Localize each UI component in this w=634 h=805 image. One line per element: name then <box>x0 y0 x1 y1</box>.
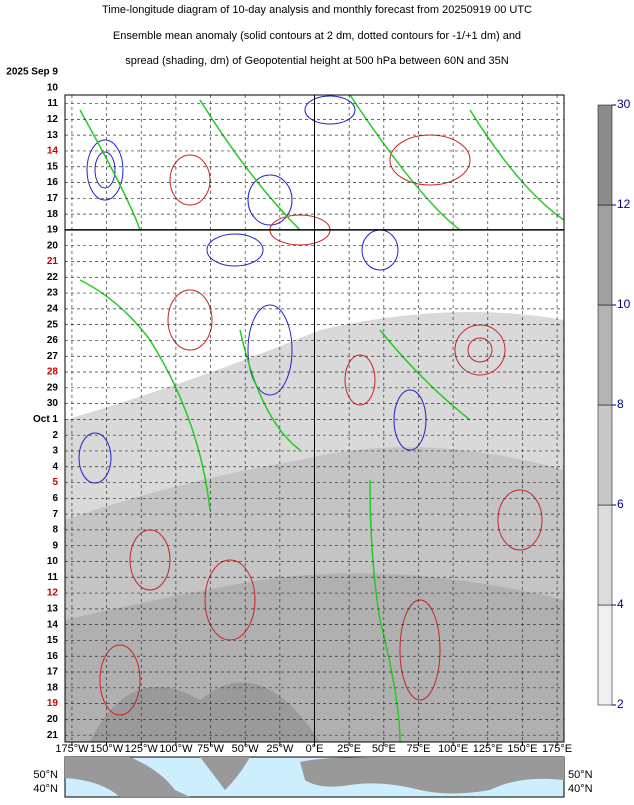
y-tick-label: 2 <box>52 430 58 441</box>
y-tick-label: 18 <box>47 209 59 220</box>
y-tick-label: 20 <box>47 240 59 251</box>
y-tick-label: 24 <box>47 303 59 314</box>
map-label: 50°N <box>568 769 593 781</box>
x-tick-label: 125°W <box>125 743 159 755</box>
map-label: 50°N <box>33 769 58 781</box>
colorbar-label: 12 <box>617 197 631 211</box>
x-tick-label: 125°E <box>473 743 503 755</box>
y-tick-label: 30 <box>47 398 59 409</box>
title-line: Ensemble mean anomaly (solid contours at… <box>113 30 521 42</box>
x-tick-label: 50°E <box>372 743 396 755</box>
colorbar-label: 2 <box>617 697 624 711</box>
title-line: Time-longitude diagram of 10-day analysi… <box>102 4 532 16</box>
y-tick-label: 3 <box>52 446 58 457</box>
y-tick-label: 18 <box>47 682 59 693</box>
y-tick-label: 28 <box>47 367 59 378</box>
x-tick-label: 175°E <box>542 743 572 755</box>
colorbar-band <box>597 104 613 206</box>
y-tick-label: 16 <box>47 177 59 188</box>
colorbar: 2 4 6 8 10 12 30 <box>597 97 631 711</box>
y-tick-label: 29 <box>47 382 59 393</box>
map-label: 40°N <box>568 783 593 795</box>
y-tick-label: 22 <box>47 272 59 283</box>
y-tick-label: 12 <box>47 114 59 125</box>
y-tick-label: 10 <box>47 82 59 93</box>
map <box>64 756 565 798</box>
y-tick-label: 13 <box>47 604 59 615</box>
y-tick-label: 17 <box>47 193 59 204</box>
colorbar-band <box>597 604 613 706</box>
colorbar-band <box>597 504 613 606</box>
grid <box>65 95 564 742</box>
y-tick-label: 8 <box>52 525 58 536</box>
y-tick-label: 25 <box>47 319 59 330</box>
y-tick-label: 4 <box>52 461 58 472</box>
y-tick-label: 11 <box>47 572 58 583</box>
y-tick-label: 6 <box>52 493 58 504</box>
y-tick-label: Oct 1 <box>33 414 58 425</box>
y-tick-label: 17 <box>47 667 59 678</box>
y-tick-label: 27 <box>47 351 59 362</box>
y-tick-label: 21 <box>47 730 59 741</box>
y-tick-label: 14 <box>47 146 59 157</box>
colorbar-label: 4 <box>617 597 624 611</box>
colorbar-band <box>597 304 613 406</box>
x-tick-label: 150°E <box>507 743 537 755</box>
colorbar-band <box>597 404 613 506</box>
x-tick-label: 100°W <box>159 743 193 755</box>
x-tick-label: 175°W <box>55 743 89 755</box>
y-tick-label: 26 <box>47 335 59 346</box>
y-tick-label: 11 <box>47 98 58 109</box>
y-tick-label: 14 <box>47 619 59 630</box>
colorbar-label: 30 <box>617 97 631 111</box>
y-tick-label: 9 <box>52 540 58 551</box>
x-tick-label: 25°W <box>266 743 294 755</box>
y-tick-label: 19 <box>47 225 59 236</box>
y-tick-label: 15 <box>47 161 59 172</box>
x-tick-label: 75°E <box>406 743 430 755</box>
y-tick-label: 15 <box>47 635 59 646</box>
x-tick-label: 25°E <box>337 743 361 755</box>
colorbar-label: 6 <box>617 497 624 511</box>
contours <box>78 94 565 743</box>
x-tick-label: 150°W <box>90 743 124 755</box>
colorbar-label: 8 <box>617 397 624 411</box>
y-tick-label: 21 <box>47 256 59 267</box>
colorbar-band <box>597 204 613 306</box>
x-tick-label: 0°E <box>306 743 324 755</box>
y-tick-label: 20 <box>47 714 59 725</box>
y-tick-label: 7 <box>52 509 58 520</box>
y-tick-label: 2025 Sep 9 <box>6 67 58 78</box>
y-tick-label: 19 <box>47 698 59 709</box>
title-line: spread (shading, dm) of Geopotential hei… <box>125 55 508 67</box>
x-tick-label: 50°W <box>232 743 260 755</box>
y-tick-label: 13 <box>47 130 59 141</box>
map-label: 40°N <box>33 783 58 795</box>
y-tick-label: 23 <box>47 288 59 299</box>
y-tick-label: 16 <box>47 651 59 662</box>
y-tick-label: 10 <box>47 556 59 567</box>
y-tick-label: 5 <box>52 477 58 488</box>
y-tick-label: 12 <box>47 588 59 599</box>
colorbar-label: 10 <box>617 297 631 311</box>
x-tick-label: 100°E <box>438 743 468 755</box>
x-tick-label: 75°W <box>197 743 225 755</box>
